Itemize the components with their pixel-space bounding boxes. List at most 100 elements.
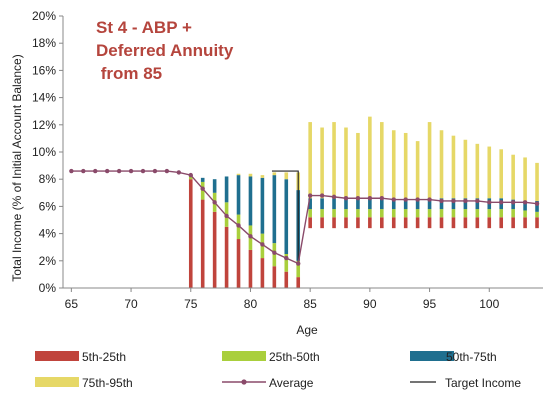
bar-p5_25-age-88 xyxy=(344,217,348,229)
bar-p75_95-age-86 xyxy=(320,127,324,199)
bar-p50_75-age-76 xyxy=(200,177,205,182)
bar-p5_25-age-99 xyxy=(475,217,480,229)
bar-p5_25-age-94 xyxy=(415,217,420,229)
average-point-age-88 xyxy=(343,196,349,201)
bar-p25_50-age-86 xyxy=(320,209,324,218)
bar-p25_50-age-101 xyxy=(499,209,504,218)
bar-p25_50-age-92 xyxy=(391,209,396,218)
bar-p25_50-age-97 xyxy=(451,209,456,218)
bar-p75_95-age-79 xyxy=(236,173,241,176)
bar-p5_25-age-96 xyxy=(439,217,444,229)
average-point-age-91 xyxy=(379,196,385,201)
x-tick-label: 80 xyxy=(244,297,258,311)
bar-p5_25-age-79 xyxy=(236,239,241,288)
bar-p75_95-age-93 xyxy=(403,132,408,199)
legend-swatch-75th-95th xyxy=(35,377,79,387)
average-point-age-82 xyxy=(272,250,277,255)
average-point-age-76 xyxy=(200,186,205,191)
y-tick-label: 4% xyxy=(39,227,57,241)
x-tick-label: 95 xyxy=(423,297,437,311)
x-tick-label: 75 xyxy=(184,297,198,311)
average-point-age-77 xyxy=(212,200,217,205)
y-tick-label: 16% xyxy=(32,63,56,77)
bar-p5_25-age-98 xyxy=(463,217,468,229)
bar-p25_50-age-83 xyxy=(284,254,289,272)
bar-p75_95-age-102 xyxy=(511,154,515,200)
x-tick-label: 70 xyxy=(124,297,138,311)
bar-p5_25-age-83 xyxy=(284,271,289,288)
bar-p5_25-age-77 xyxy=(212,211,217,288)
bar-p25_50-age-98 xyxy=(463,209,468,218)
bar-p75_95-age-101 xyxy=(499,149,504,199)
bar-p75_95-age-83 xyxy=(284,172,289,180)
bar-p75_95-age-89 xyxy=(356,132,360,199)
bar-p50_75-age-93 xyxy=(403,198,408,210)
bar-p25_50-age-95 xyxy=(427,209,432,218)
bar-p5_25-age-76 xyxy=(200,199,205,288)
y-tick-label: 12% xyxy=(32,118,56,132)
bar-p75_95-age-94 xyxy=(415,141,420,199)
legend-swatch-5th-25th xyxy=(35,351,79,361)
bar-p25_50-age-84 xyxy=(296,260,301,278)
ticks-layer: 0% 2% 4% 6% 8% 10% 12% 14% 16% 18% 20% 65 70 75 80 85 90… xyxy=(32,9,500,311)
bar-p5_25-age-84 xyxy=(296,277,301,288)
bar-p50_75-age-104 xyxy=(535,200,539,212)
average-point-age-80 xyxy=(248,234,253,239)
bar-p50_75-age-77 xyxy=(212,179,217,193)
average-line xyxy=(71,170,538,265)
bar-p75_95-age-96 xyxy=(439,130,444,199)
average-point-age-103 xyxy=(522,200,528,205)
average-point-age-85 xyxy=(307,193,313,198)
average-point-age-94 xyxy=(415,197,420,202)
y-tick-label: 8% xyxy=(39,172,57,186)
bar-p50_75-age-89 xyxy=(356,198,360,210)
legend-label-5th-25th: 5th-25th xyxy=(82,350,126,364)
x-tick-label: 85 xyxy=(303,297,317,311)
average-point-age-70 xyxy=(128,168,134,174)
average-point-age-97 xyxy=(451,198,456,204)
bar-p25_50-age-89 xyxy=(356,209,360,218)
bar-p5_25-age-81 xyxy=(260,258,265,288)
average-point-age-98 xyxy=(463,198,468,204)
bar-p25_50-age-90 xyxy=(368,209,372,218)
average-point-age-90 xyxy=(367,196,373,201)
bar-p75_95-age-81 xyxy=(260,175,265,178)
legend-label-50th-75th: 50th-75th xyxy=(446,350,497,364)
bar-p25_50-age-96 xyxy=(439,209,444,218)
chart-title-line-2: Deferred Annuity xyxy=(96,41,234,60)
y-tick-label: 0% xyxy=(39,281,57,295)
bar-p50_75-age-83 xyxy=(284,179,289,254)
bar-p50_75-age-90 xyxy=(368,198,372,210)
average-point-age-69 xyxy=(116,168,122,174)
average-point-age-92 xyxy=(391,197,396,202)
bar-p75_95-age-97 xyxy=(451,135,456,199)
bar-p25_50-age-99 xyxy=(475,209,480,218)
bar-p75_95-age-80 xyxy=(248,173,253,177)
bar-p5_25-age-78 xyxy=(224,226,229,288)
x-tick-label: 100 xyxy=(479,297,499,311)
bar-p5_25-age-102 xyxy=(511,217,515,229)
average-point-age-78 xyxy=(224,213,229,219)
bar-p5_25-age-86 xyxy=(320,217,324,229)
average-point-age-99 xyxy=(475,198,480,204)
bar-p25_50-age-104 xyxy=(535,211,539,218)
bar-p5_25-age-82 xyxy=(272,266,277,288)
bar-p50_75-age-88 xyxy=(344,198,348,210)
average-point-age-81 xyxy=(260,242,265,247)
bar-p75_95-age-88 xyxy=(344,127,348,199)
legend-swatch-50th-75th xyxy=(410,351,454,361)
average-point-age-101 xyxy=(499,200,504,205)
average-point-age-74 xyxy=(176,170,182,175)
bar-p50_75-age-79 xyxy=(236,175,241,215)
bar-p50_75-age-82 xyxy=(272,175,277,244)
y-axis-title: Total Income (% of Initial Account Balan… xyxy=(10,54,24,281)
bar-p75_95-age-99 xyxy=(475,143,480,199)
y-tick-label: 2% xyxy=(39,254,57,268)
average-point-age-84 xyxy=(296,261,301,266)
bar-p75_95-age-92 xyxy=(391,130,396,199)
bar-p50_75-age-97 xyxy=(451,198,456,210)
target-income-line xyxy=(271,170,299,264)
bar-p75_95-age-98 xyxy=(463,139,468,199)
average-point-age-83 xyxy=(284,255,289,261)
